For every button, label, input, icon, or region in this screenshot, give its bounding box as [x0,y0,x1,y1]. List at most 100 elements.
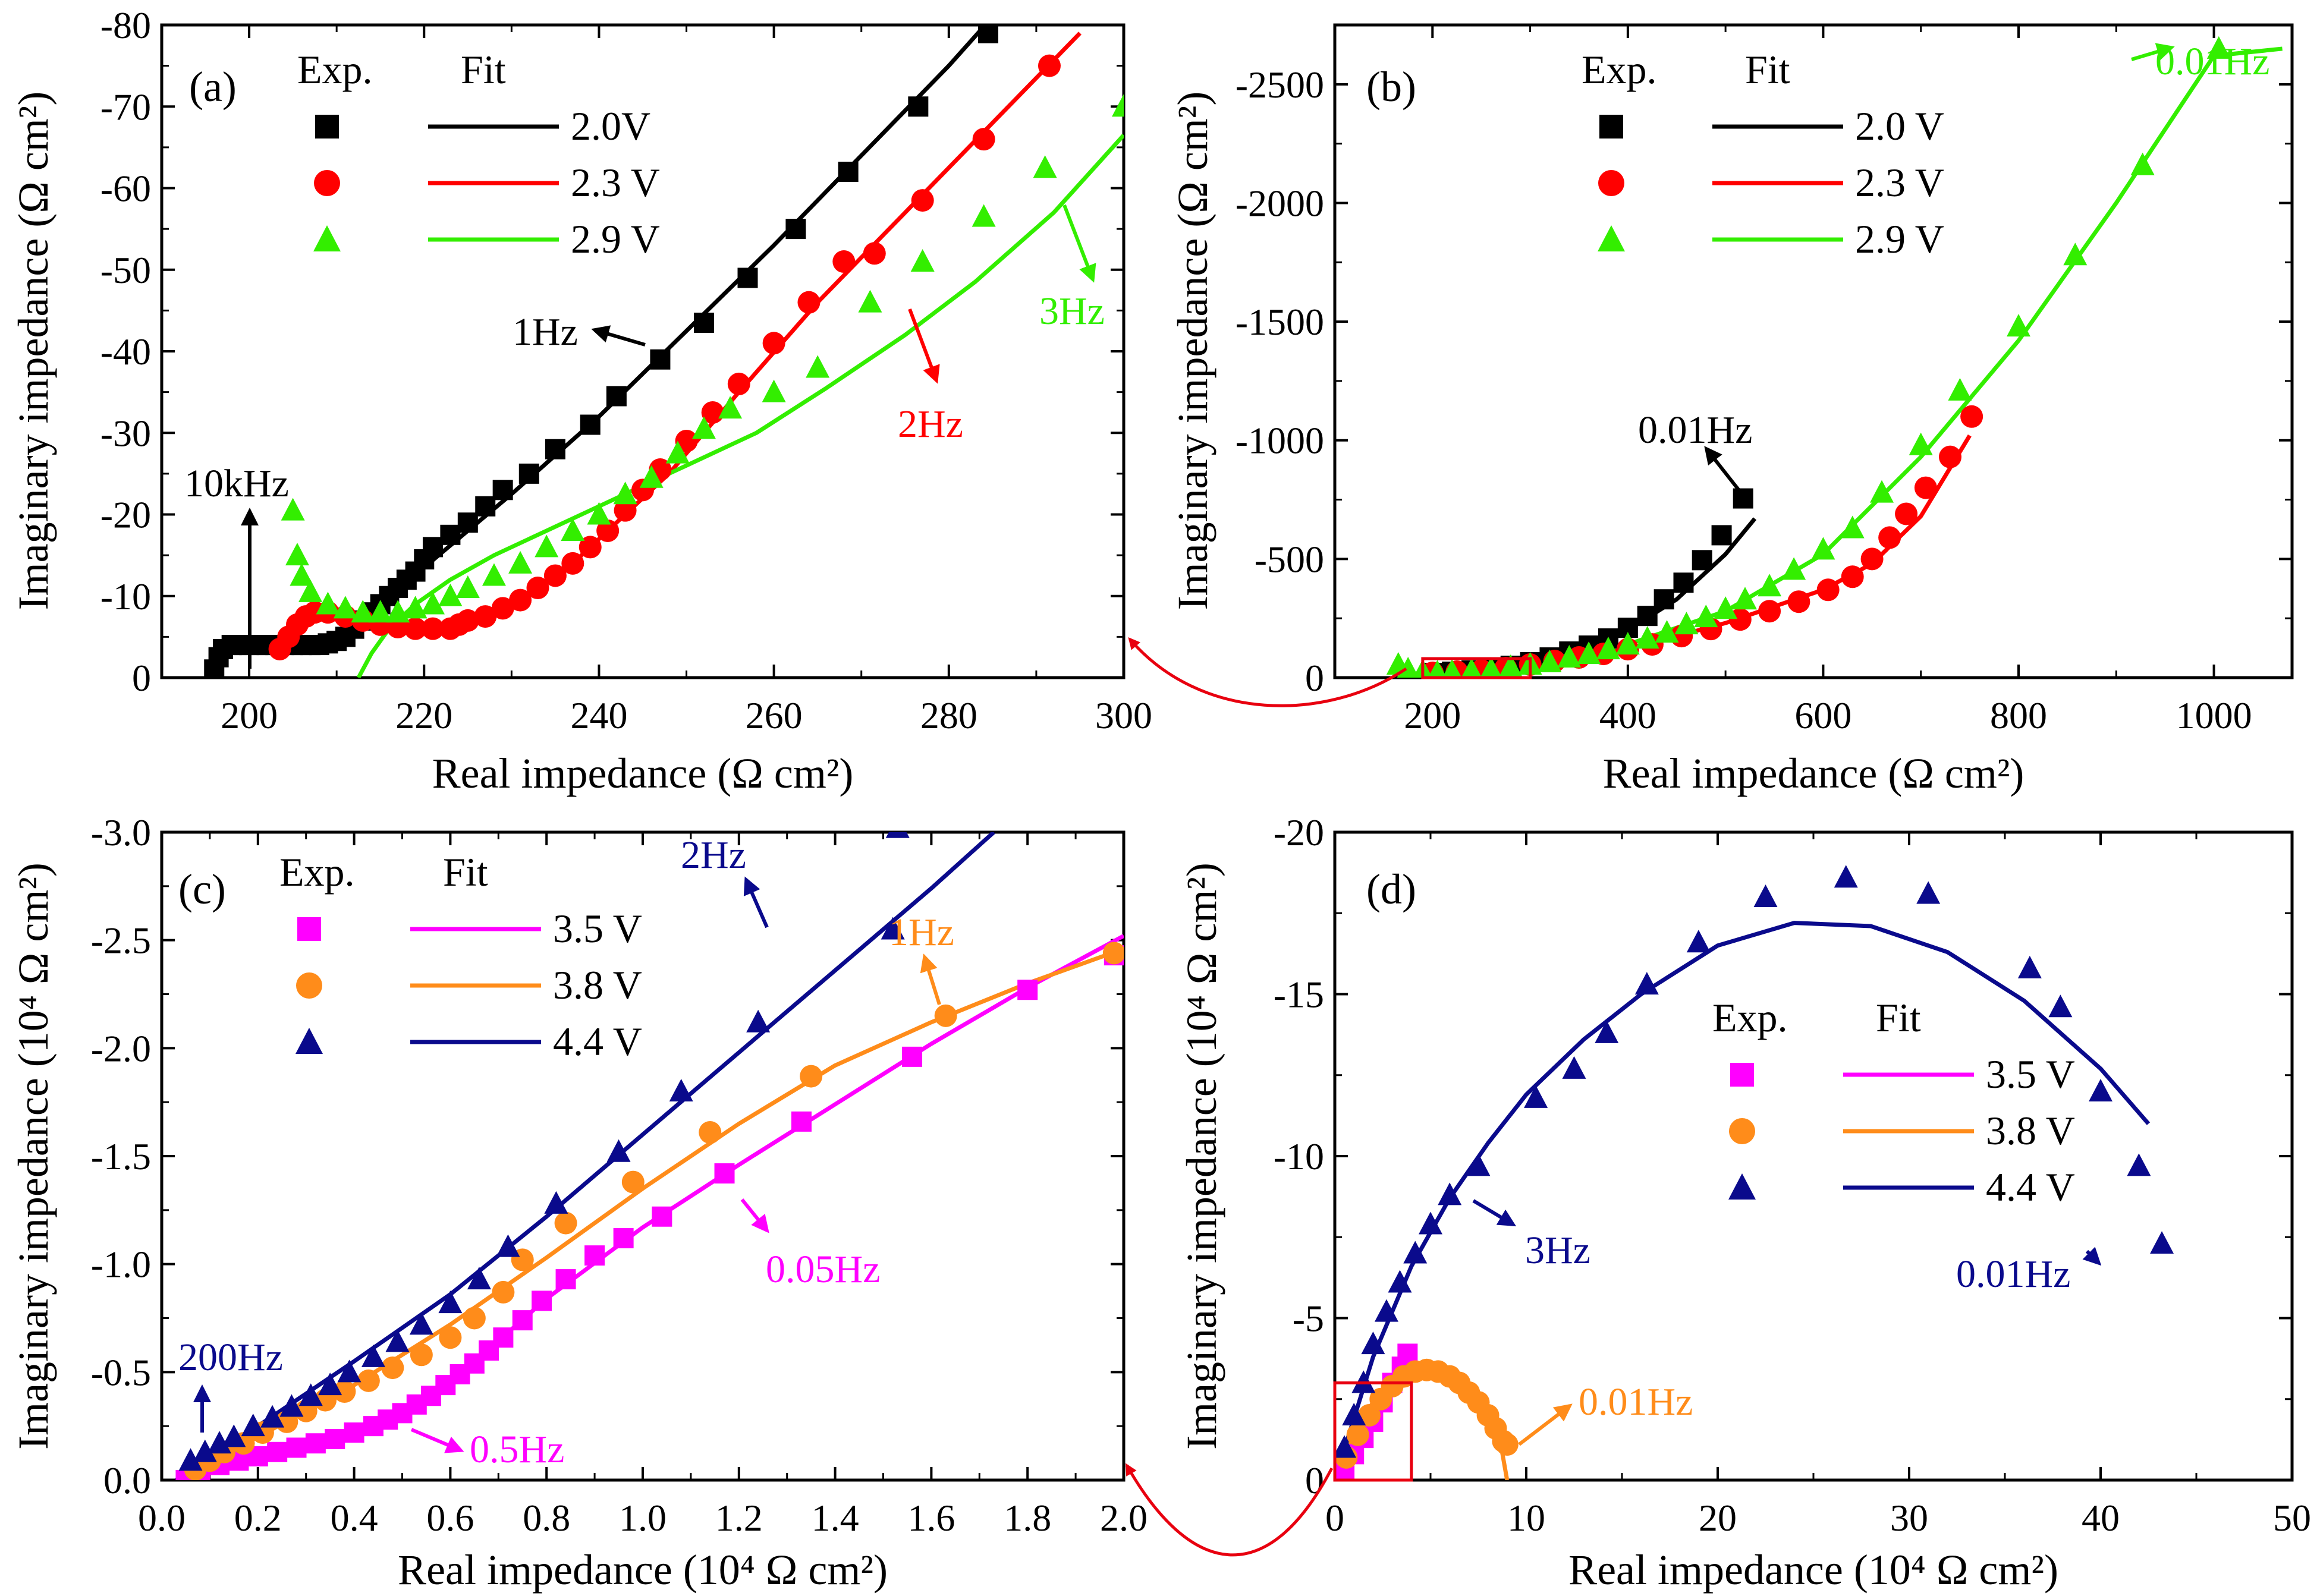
x-tick-label: 50 [2273,1497,2311,1539]
data-point [344,1422,364,1443]
data-point [1577,641,1601,665]
x-tick-label: 0.4 [331,1497,378,1539]
data-point [1017,980,1038,1000]
data-point [1357,1404,1381,1427]
annotation-label: 200Hz [178,1336,283,1379]
data-point [908,96,929,117]
annotation-arrow [1704,446,1741,492]
legend-label: 2.0V [571,103,650,149]
annotation-label: 0.01Hz [2155,40,2269,83]
annotation-arrow [410,1428,464,1453]
data-point [2063,243,2088,266]
data-point [1758,600,1781,623]
plot-area [204,25,1124,678]
y-tick-label: 0.0 [103,1459,151,1501]
data-point [1878,526,1901,549]
data-point [911,189,934,212]
data-point [403,596,427,619]
legend-marker [314,170,340,196]
data-point [267,1441,288,1462]
panel-label: (a) [189,63,237,111]
annotation-label: 0.05Hz [766,1248,880,1291]
data-point [1782,557,1806,580]
data-point [972,128,995,151]
annotation-arrow [2082,1246,2102,1266]
y-axis-title: Imaginary impedance (Ω cm²) [10,92,57,610]
legend-marker [295,1028,323,1054]
data-point [178,1448,203,1471]
legend-marker [1728,1173,1756,1200]
data-point [800,1065,823,1088]
x-tick-label: 1.2 [715,1497,763,1539]
data-point [1673,572,1694,593]
data-point [691,416,716,439]
data-point [978,25,999,43]
data-point [496,1234,520,1257]
data-point [1615,632,1640,655]
annotation-label: 2Hz [681,833,746,877]
x-tick-label: 220 [395,694,452,736]
zoom-box [1333,1381,1413,1482]
data-point [1428,660,1447,678]
annotation-label: 1Hz [513,310,578,354]
data-point [1480,657,1502,678]
annotation-label: 3Hz [1039,289,1105,333]
data-point [1361,1331,1385,1355]
data-point [316,591,340,615]
data-point [1461,658,1482,678]
y-tick-label: -10 [100,575,151,618]
x-tick-label: 400 [1599,694,1656,736]
data-point [1733,488,1753,509]
y-tick-label: -50 [100,249,151,291]
data-point [241,1414,265,1437]
data-point [463,1307,486,1330]
data-point [621,1170,645,1194]
data-point [650,349,671,370]
legend-marker [313,225,341,251]
data-point [526,577,549,600]
data-point [858,289,882,313]
data-point [832,250,856,273]
data-point [797,291,821,314]
x-tick-label: 800 [1990,694,2047,736]
data-point [2048,994,2073,1018]
annotations: 200Hz 2Hz 1Hz 0.05Hz 0.5Hz [178,833,954,1471]
data-point [2130,152,2155,175]
x-tick-label: 0 [1325,1497,1344,1539]
legend-label: 3.8 V [1986,1108,2075,1153]
data-point [305,1433,326,1454]
data-point [281,498,305,521]
plot-area [1386,36,2283,678]
y-tick-label: -1000 [1236,420,1324,462]
data-point [532,1290,552,1311]
data-point [543,564,567,587]
y-tick-label: 0 [132,657,151,699]
legend-exp-header: Exp. [1582,47,1657,92]
y-tick-label: -15 [1274,974,1324,1016]
y-tick-label: -1.5 [91,1135,151,1178]
plot-frame [1333,23,2294,679]
data-point [838,162,859,182]
y-tick-label: 0 [1305,1459,1324,1501]
x-tick-label: 0.8 [523,1497,570,1539]
legend-exp-header: Exp. [279,849,355,895]
data-point [290,563,314,586]
y-tick-label: 0 [1305,657,1324,699]
x-axis-title: Real impedance (10⁴ Ω cm²) [398,1546,888,1594]
x-tick-label: 1.8 [1004,1497,1051,1539]
legend-label: 2.9 V [1855,216,1944,262]
legend-label: 4.4 V [553,1019,642,1064]
data-point [652,1206,672,1227]
data-point [584,1245,605,1266]
data-point [509,588,532,612]
y-tick-label: -2000 [1236,182,1324,224]
data-point [2127,1153,2151,1176]
data-point [492,1280,515,1304]
data-point [409,1312,433,1335]
y-tick-label: -500 [1255,538,1324,580]
data-point [1909,432,1933,455]
data-point [1038,54,1061,77]
data-point [1960,405,1983,428]
data-point [333,596,357,619]
